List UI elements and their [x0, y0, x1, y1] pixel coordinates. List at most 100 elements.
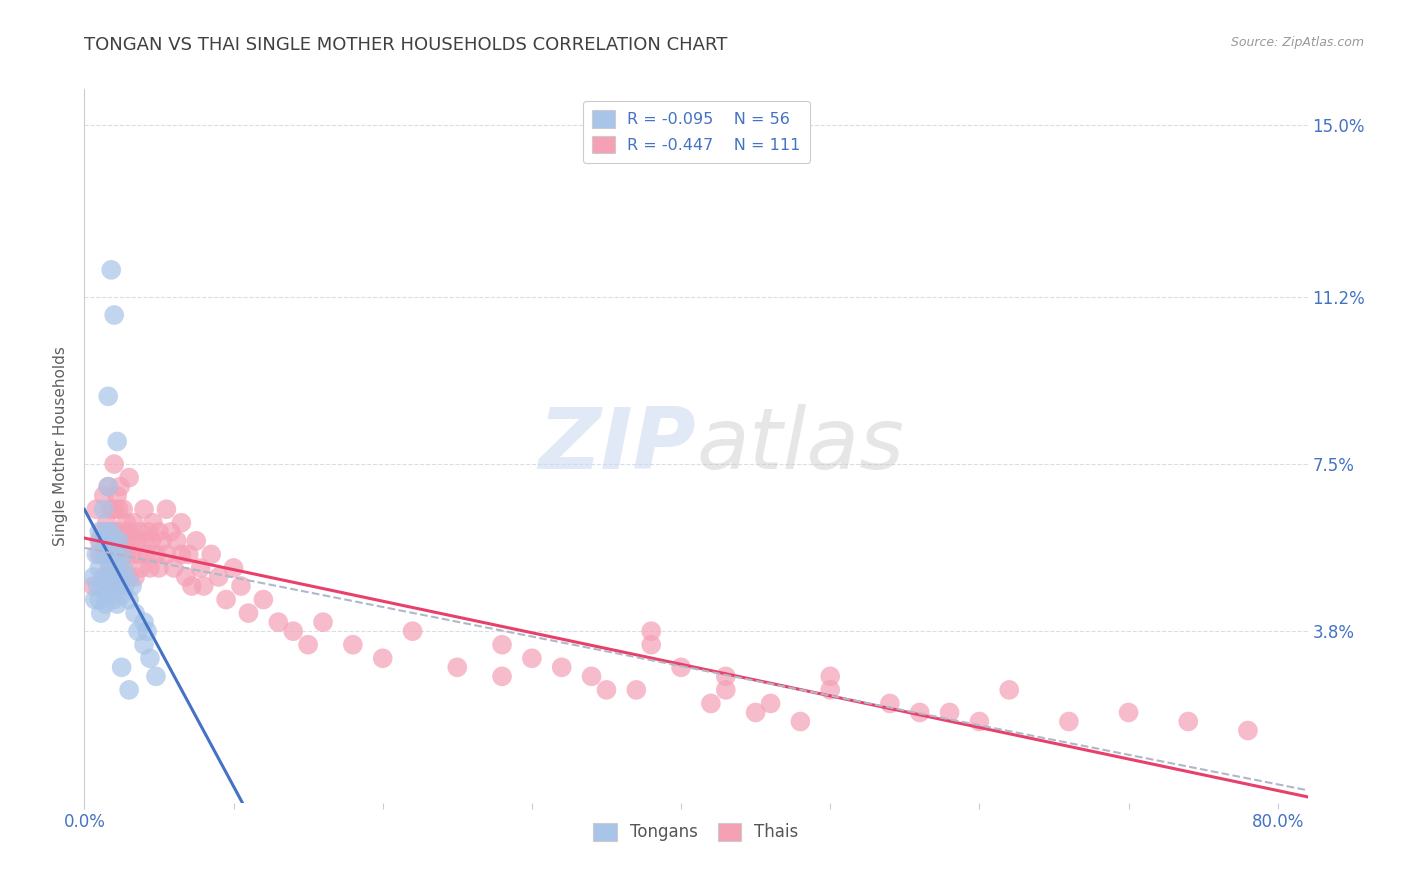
Point [128, 524, 150, 539]
Point [193, 579, 215, 593]
Point [93, 570, 115, 584]
Point [998, 682, 1021, 697]
Point [97, 579, 120, 593]
Point [115, 516, 138, 530]
Point [105, 434, 128, 449]
Point [139, 561, 162, 575]
Point [155, 548, 177, 562]
Point [114, 533, 136, 548]
Point [669, 660, 692, 674]
Point [120, 533, 142, 548]
Point [111, 588, 134, 602]
Point [145, 548, 167, 562]
Point [111, 548, 134, 562]
Point [170, 548, 193, 562]
Point [908, 706, 931, 720]
Point [103, 592, 125, 607]
Point [96, 524, 118, 539]
Point [342, 638, 364, 652]
Point [112, 502, 135, 516]
Point [89, 548, 111, 562]
Point [222, 561, 245, 575]
Point [215, 592, 238, 607]
Point [200, 548, 222, 562]
Point [118, 592, 141, 607]
Text: ZIP: ZIP [538, 404, 696, 488]
Point [491, 638, 513, 652]
Point [124, 606, 146, 620]
Point [121, 548, 143, 562]
Point [714, 682, 737, 697]
Point [89, 533, 111, 548]
Point [105, 561, 128, 575]
Point [142, 516, 165, 530]
Point [132, 638, 155, 652]
Point [83, 592, 105, 607]
Point [581, 669, 603, 683]
Point [90, 533, 112, 548]
Point [969, 714, 991, 729]
Point [107, 579, 129, 593]
Text: TONGAN VS THAI SINGLE MOTHER HOUSEHOLDS CORRELATION CHART: TONGAN VS THAI SINGLE MOTHER HOUSEHOLDS … [84, 36, 728, 54]
Point [98, 561, 121, 575]
Point [107, 502, 129, 516]
Point [108, 480, 131, 494]
Point [89, 524, 111, 539]
Point [139, 651, 162, 665]
Point [100, 502, 122, 516]
Point [789, 714, 811, 729]
Point [105, 597, 128, 611]
Point [252, 592, 274, 607]
Point [105, 489, 128, 503]
Point [111, 524, 134, 539]
Point [101, 533, 124, 548]
Point [312, 615, 335, 629]
Point [97, 548, 120, 562]
Point [520, 651, 543, 665]
Point [98, 561, 121, 575]
Point [104, 579, 127, 593]
Point [118, 682, 141, 697]
Text: atlas: atlas [696, 404, 904, 488]
Point [97, 389, 120, 403]
Point [108, 561, 131, 575]
Point [96, 588, 118, 602]
Point [108, 570, 131, 584]
Point [100, 263, 122, 277]
Point [132, 615, 155, 629]
Point [121, 579, 143, 593]
Point [101, 548, 124, 562]
Point [174, 570, 197, 584]
Point [112, 561, 135, 575]
Point [371, 651, 394, 665]
Point [107, 533, 129, 548]
Point [104, 524, 127, 539]
Point [127, 624, 149, 639]
Point [93, 502, 115, 516]
Point [1057, 714, 1080, 729]
Point [170, 516, 193, 530]
Point [238, 606, 260, 620]
Point [136, 624, 159, 639]
Point [141, 533, 163, 548]
Point [177, 548, 200, 562]
Point [101, 579, 124, 593]
Point [93, 489, 115, 503]
Point [626, 682, 648, 697]
Point [96, 516, 118, 530]
Point [160, 524, 183, 539]
Point [97, 533, 120, 548]
Point [229, 579, 252, 593]
Point [145, 669, 167, 683]
Point [84, 548, 107, 562]
Point [595, 682, 617, 697]
Point [267, 615, 290, 629]
Point [100, 524, 122, 539]
Point [938, 706, 960, 720]
Point [97, 480, 120, 494]
Point [491, 669, 513, 683]
Point [103, 548, 125, 562]
Point [91, 524, 114, 539]
Point [818, 682, 841, 697]
Point [148, 524, 170, 539]
